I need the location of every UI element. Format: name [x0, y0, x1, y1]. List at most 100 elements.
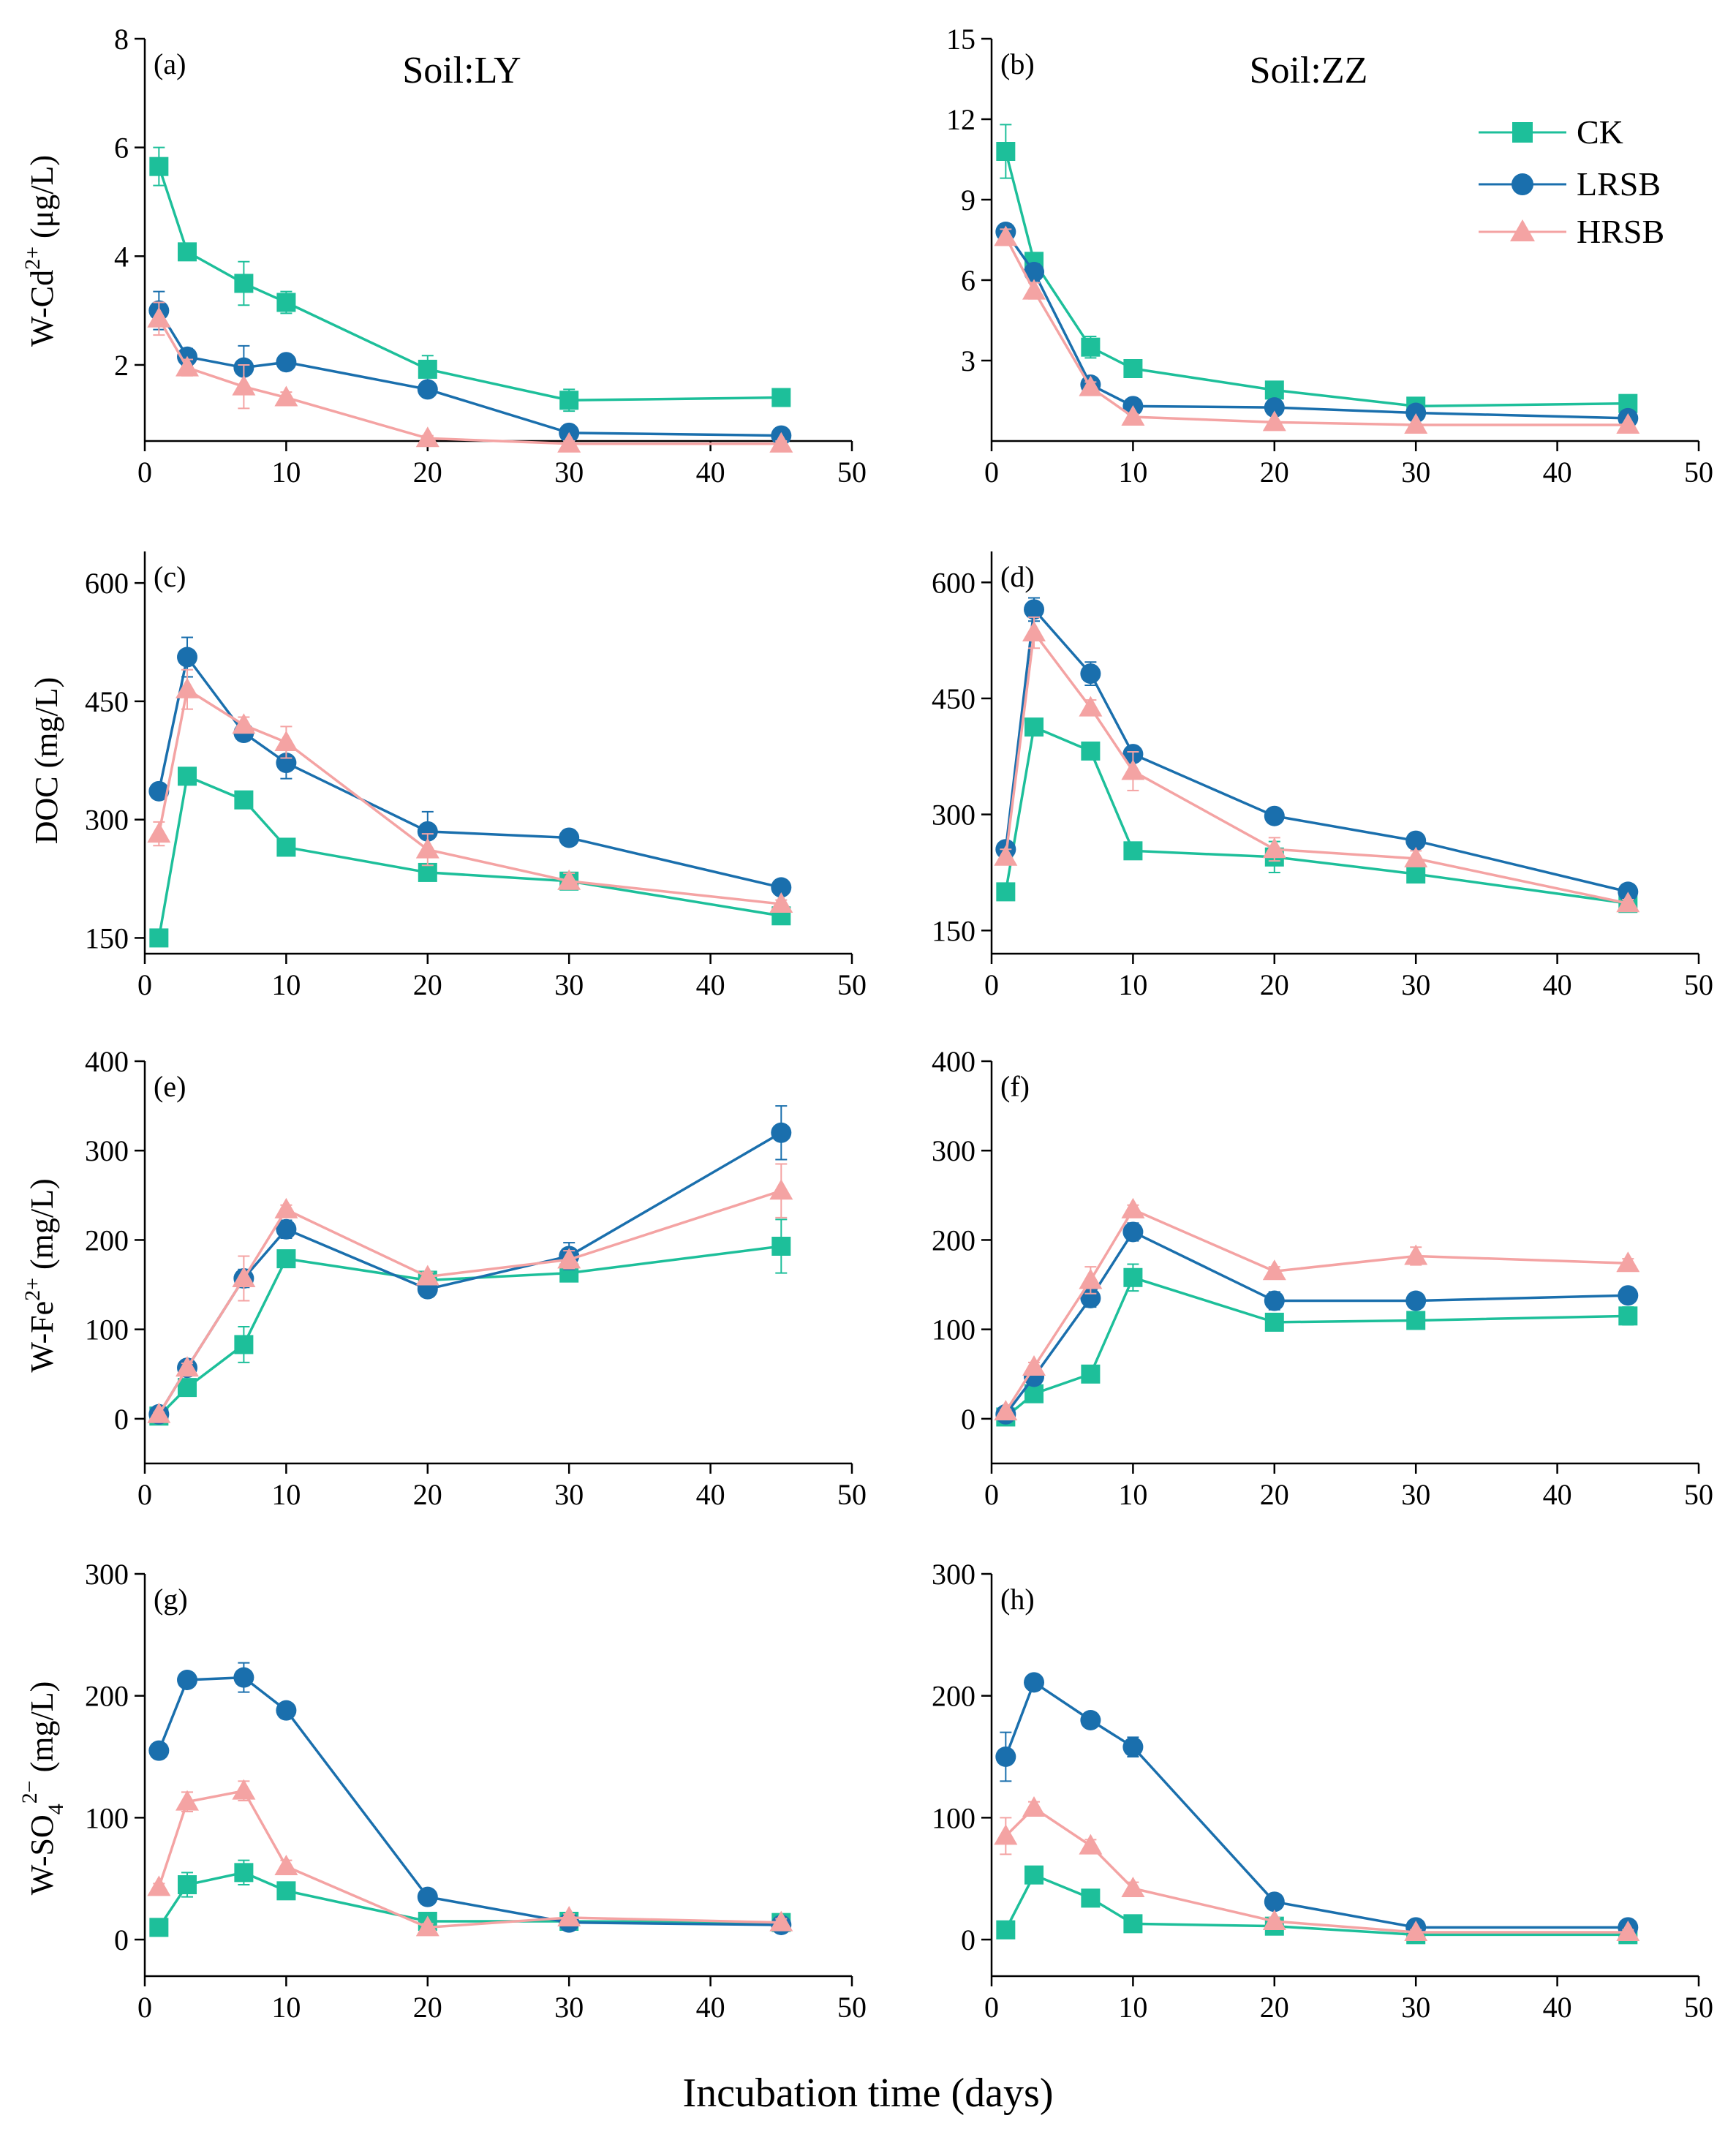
data-point: [1022, 279, 1046, 300]
series-hrsb: [994, 225, 1640, 434]
y-tick-label: 6: [961, 264, 975, 297]
panel-label: (b): [1000, 48, 1035, 80]
series-hrsb: [994, 616, 1640, 913]
data-point: [232, 713, 256, 734]
series-lrsb: [148, 636, 792, 898]
data-point: [1081, 337, 1101, 357]
legend-item-ck: CK: [1479, 113, 1623, 151]
data-point: [1022, 1355, 1046, 1376]
data-point: [1024, 599, 1045, 620]
series-line: [157, 654, 782, 889]
data-point: [1024, 717, 1044, 737]
data-point: [1406, 1311, 1426, 1330]
data-point: [994, 225, 1018, 246]
x-tick-label: 0: [984, 1478, 999, 1511]
data-point: [418, 862, 437, 882]
data-point: [559, 827, 580, 848]
data-point: [1264, 1312, 1284, 1332]
data-point: [1079, 1268, 1103, 1289]
panel-label: (e): [154, 1070, 186, 1103]
y-tick-label: 600: [932, 566, 975, 599]
data-point: [1264, 380, 1284, 400]
data-point: [1616, 892, 1640, 913]
x-tick-label: 40: [696, 1478, 725, 1511]
x-tick-label: 20: [413, 456, 442, 489]
series-hrsb: [147, 668, 793, 913]
y-tick-label: 0: [114, 1403, 129, 1436]
series-lrsb: [148, 290, 792, 446]
data-point: [147, 1875, 171, 1896]
series-line: [1005, 1806, 1629, 1934]
x-tick-label: 20: [413, 1991, 442, 2024]
data-point: [276, 1700, 297, 1721]
data-point: [177, 647, 198, 668]
data-point: [1121, 1197, 1145, 1218]
data-point: [1122, 1221, 1144, 1243]
data-point: [557, 432, 581, 453]
y-tick-label: 0: [961, 1403, 975, 1436]
data-point: [1262, 1910, 1286, 1930]
x-tick-label: 40: [696, 456, 725, 489]
ylabel-cd-unit: (μg/L): [24, 155, 60, 246]
y-tick-label: 12: [946, 103, 975, 136]
data-point: [276, 1881, 296, 1901]
x-tick-label: 40: [1543, 968, 1572, 1001]
x-tick-label: 30: [554, 1478, 584, 1511]
x-tick-label: 50: [837, 968, 867, 1001]
y-tick-label: 300: [932, 1558, 975, 1591]
data-point: [1079, 1834, 1103, 1855]
data-point: [1404, 846, 1428, 867]
data-point: [1081, 1888, 1101, 1908]
data-point: [996, 142, 1016, 161]
data-point: [1024, 1672, 1045, 1693]
data-point: [149, 1918, 169, 1937]
data-point: [1264, 397, 1285, 418]
data-point: [1024, 262, 1045, 282]
y-tick-label: 150: [85, 922, 129, 954]
legend-label-hrsb: HRSB: [1577, 213, 1664, 250]
data-point: [177, 1670, 198, 1690]
x-tick-label: 20: [1260, 968, 1289, 1001]
x-tick-label: 30: [554, 1991, 584, 2024]
panel-h: 0 10 20 30 40 50 0 100 200 300 (h): [932, 1558, 1713, 2024]
panel-label: (a): [154, 48, 186, 80]
data-point: [1123, 1267, 1143, 1287]
data-point: [1262, 837, 1286, 859]
data-point: [1121, 405, 1145, 426]
panel-label: (d): [1000, 560, 1035, 593]
y-tick-label: 300: [85, 804, 129, 837]
data-point: [1081, 1364, 1101, 1384]
data-point: [1618, 1306, 1638, 1326]
data-point: [1123, 841, 1143, 861]
x-tick-label: 0: [137, 1478, 152, 1511]
series-line: [1004, 151, 1629, 408]
panel-label: (h): [1000, 1583, 1035, 1616]
x-tick-label: 10: [271, 1991, 301, 2024]
y-tick-label: 0: [961, 1923, 975, 1956]
data-point: [1080, 1710, 1101, 1730]
panel-label: (f): [1000, 1070, 1030, 1103]
series-line: [1004, 236, 1629, 426]
data-point: [276, 1218, 297, 1240]
data-point: [994, 1400, 1018, 1421]
x-tick-label: 40: [1543, 1991, 1572, 2024]
data-point: [274, 385, 298, 407]
y-tick-label: 200: [85, 1680, 129, 1713]
data-point: [996, 1920, 1016, 1940]
x-tick-label: 30: [1401, 1478, 1430, 1511]
data-point: [232, 1267, 256, 1287]
x-tick-label: 0: [984, 1991, 999, 2024]
data-point: [147, 1402, 171, 1423]
x-tick-label: 30: [554, 968, 584, 1001]
data-point: [1022, 1796, 1046, 1817]
x-tick-label: 30: [1401, 456, 1430, 489]
panel-f: 0 10 20 30 40 50 0 100 200 300 400 (f): [932, 1045, 1713, 1511]
data-point: [1123, 1914, 1143, 1934]
legend: CK LRSB HRSB: [1479, 113, 1664, 250]
data-point: [1405, 402, 1427, 423]
series-ck: [996, 124, 1638, 416]
x-tick-label: 30: [1401, 968, 1430, 1001]
data-point: [1262, 410, 1286, 432]
data-point: [147, 822, 171, 843]
data-point: [1404, 1244, 1428, 1265]
